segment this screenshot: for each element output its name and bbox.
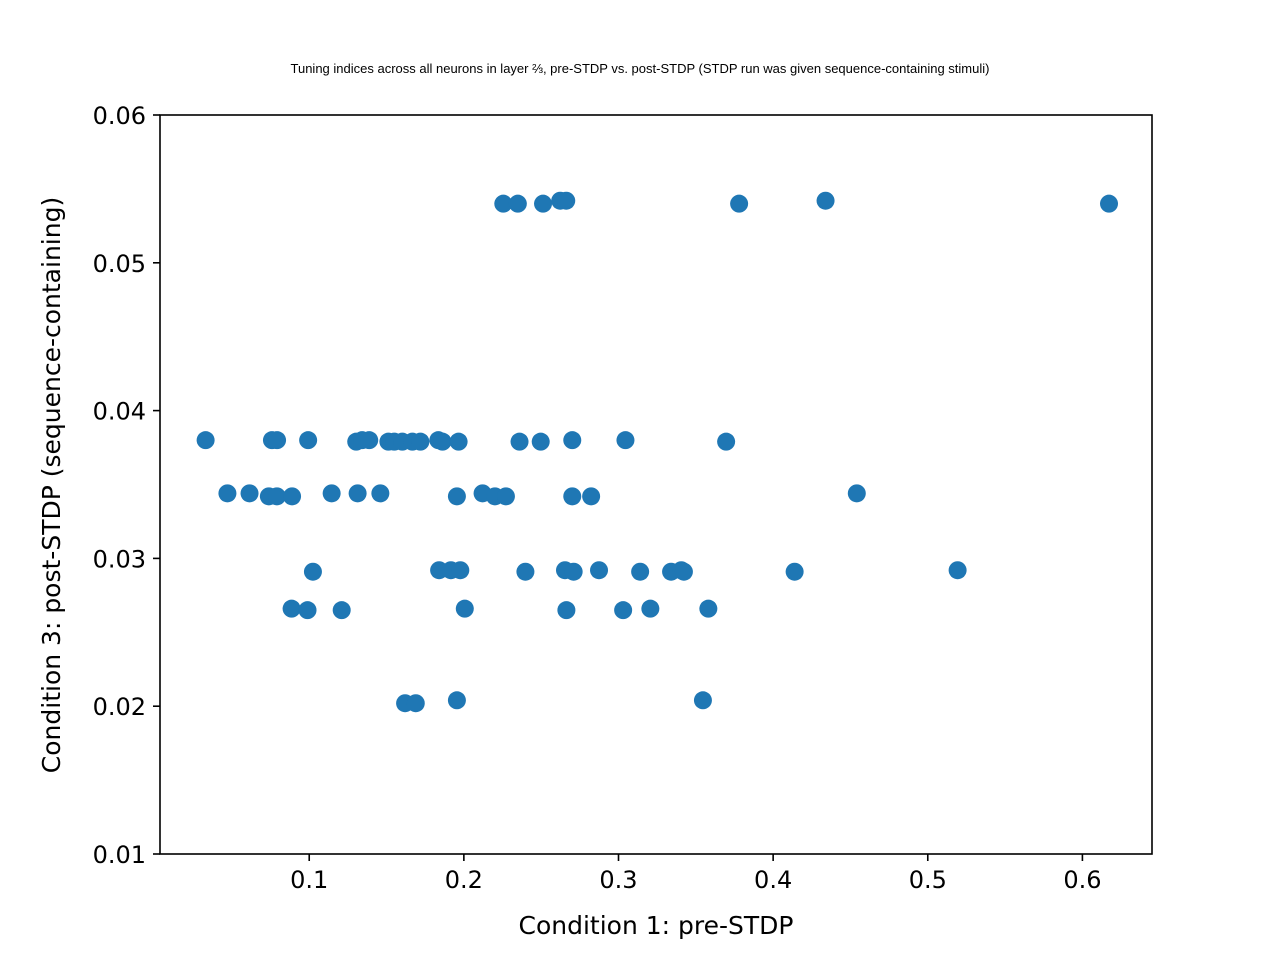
data-point [614, 601, 633, 620]
x-tick-label: 0.3 [599, 866, 637, 894]
data-point [267, 487, 286, 506]
data-point [534, 194, 553, 213]
y-tick-label: 0.04 [93, 398, 146, 426]
data-point [641, 599, 660, 618]
data-point [332, 601, 351, 620]
data-point [447, 691, 466, 710]
data-points [196, 191, 1119, 713]
data-point [563, 431, 582, 450]
data-point [616, 431, 635, 450]
data-point [371, 484, 390, 503]
x-tick-label: 0.1 [290, 866, 328, 894]
data-point [406, 694, 425, 713]
plot-frame [159, 114, 1153, 855]
data-point [699, 599, 718, 618]
data-point [303, 562, 322, 581]
y-tick-label: 0.05 [93, 250, 146, 278]
data-point [785, 562, 804, 581]
data-point [348, 484, 367, 503]
x-axis: 0.1 0.2 0.3 0.4 0.5 0.6 [290, 854, 1101, 894]
y-tick-label: 0.01 [93, 841, 146, 869]
data-point [847, 484, 866, 503]
data-point [557, 191, 576, 210]
data-point [564, 562, 583, 581]
data-point [531, 432, 550, 451]
y-tick-label: 0.02 [93, 693, 146, 721]
data-point [240, 484, 259, 503]
data-point [508, 194, 527, 213]
data-point [322, 484, 341, 503]
data-point [451, 561, 470, 580]
data-point [510, 432, 529, 451]
data-point [218, 484, 237, 503]
data-point [730, 194, 749, 213]
data-point [590, 561, 609, 580]
chart-title: Tuning indices across all neurons in lay… [291, 61, 990, 76]
data-point [693, 691, 712, 710]
y-tick-label: 0.03 [93, 545, 146, 573]
data-point [433, 432, 452, 451]
data-point [282, 599, 301, 618]
y-axis: 0.01 0.02 0.03 0.04 0.05 0.06 [93, 102, 160, 869]
x-tick-label: 0.4 [754, 866, 792, 894]
data-point [299, 431, 318, 450]
data-point [196, 431, 215, 450]
data-point [496, 487, 515, 506]
data-point [563, 487, 582, 506]
data-point [298, 601, 317, 620]
data-point [268, 431, 287, 450]
y-axis-label: Condition 3: post-STDP (sequence-contain… [37, 197, 66, 773]
data-point [1100, 194, 1119, 213]
data-point [631, 562, 650, 581]
x-tick-label: 0.5 [909, 866, 947, 894]
x-tick-label: 0.2 [445, 866, 483, 894]
data-point [717, 432, 736, 451]
y-tick-label: 0.06 [93, 102, 146, 130]
data-point [283, 487, 302, 506]
data-point [411, 432, 430, 451]
data-point [557, 601, 576, 620]
data-point [494, 194, 513, 213]
x-axis-label: Condition 1: pre-STDP [519, 911, 794, 940]
data-point [582, 487, 601, 506]
data-point [449, 432, 468, 451]
data-point [816, 191, 835, 210]
data-point [516, 562, 535, 581]
data-point [455, 599, 474, 618]
data-point [447, 487, 466, 506]
data-point [948, 561, 967, 580]
x-tick-label: 0.6 [1063, 866, 1101, 894]
data-point [674, 562, 693, 581]
data-point [360, 431, 379, 450]
